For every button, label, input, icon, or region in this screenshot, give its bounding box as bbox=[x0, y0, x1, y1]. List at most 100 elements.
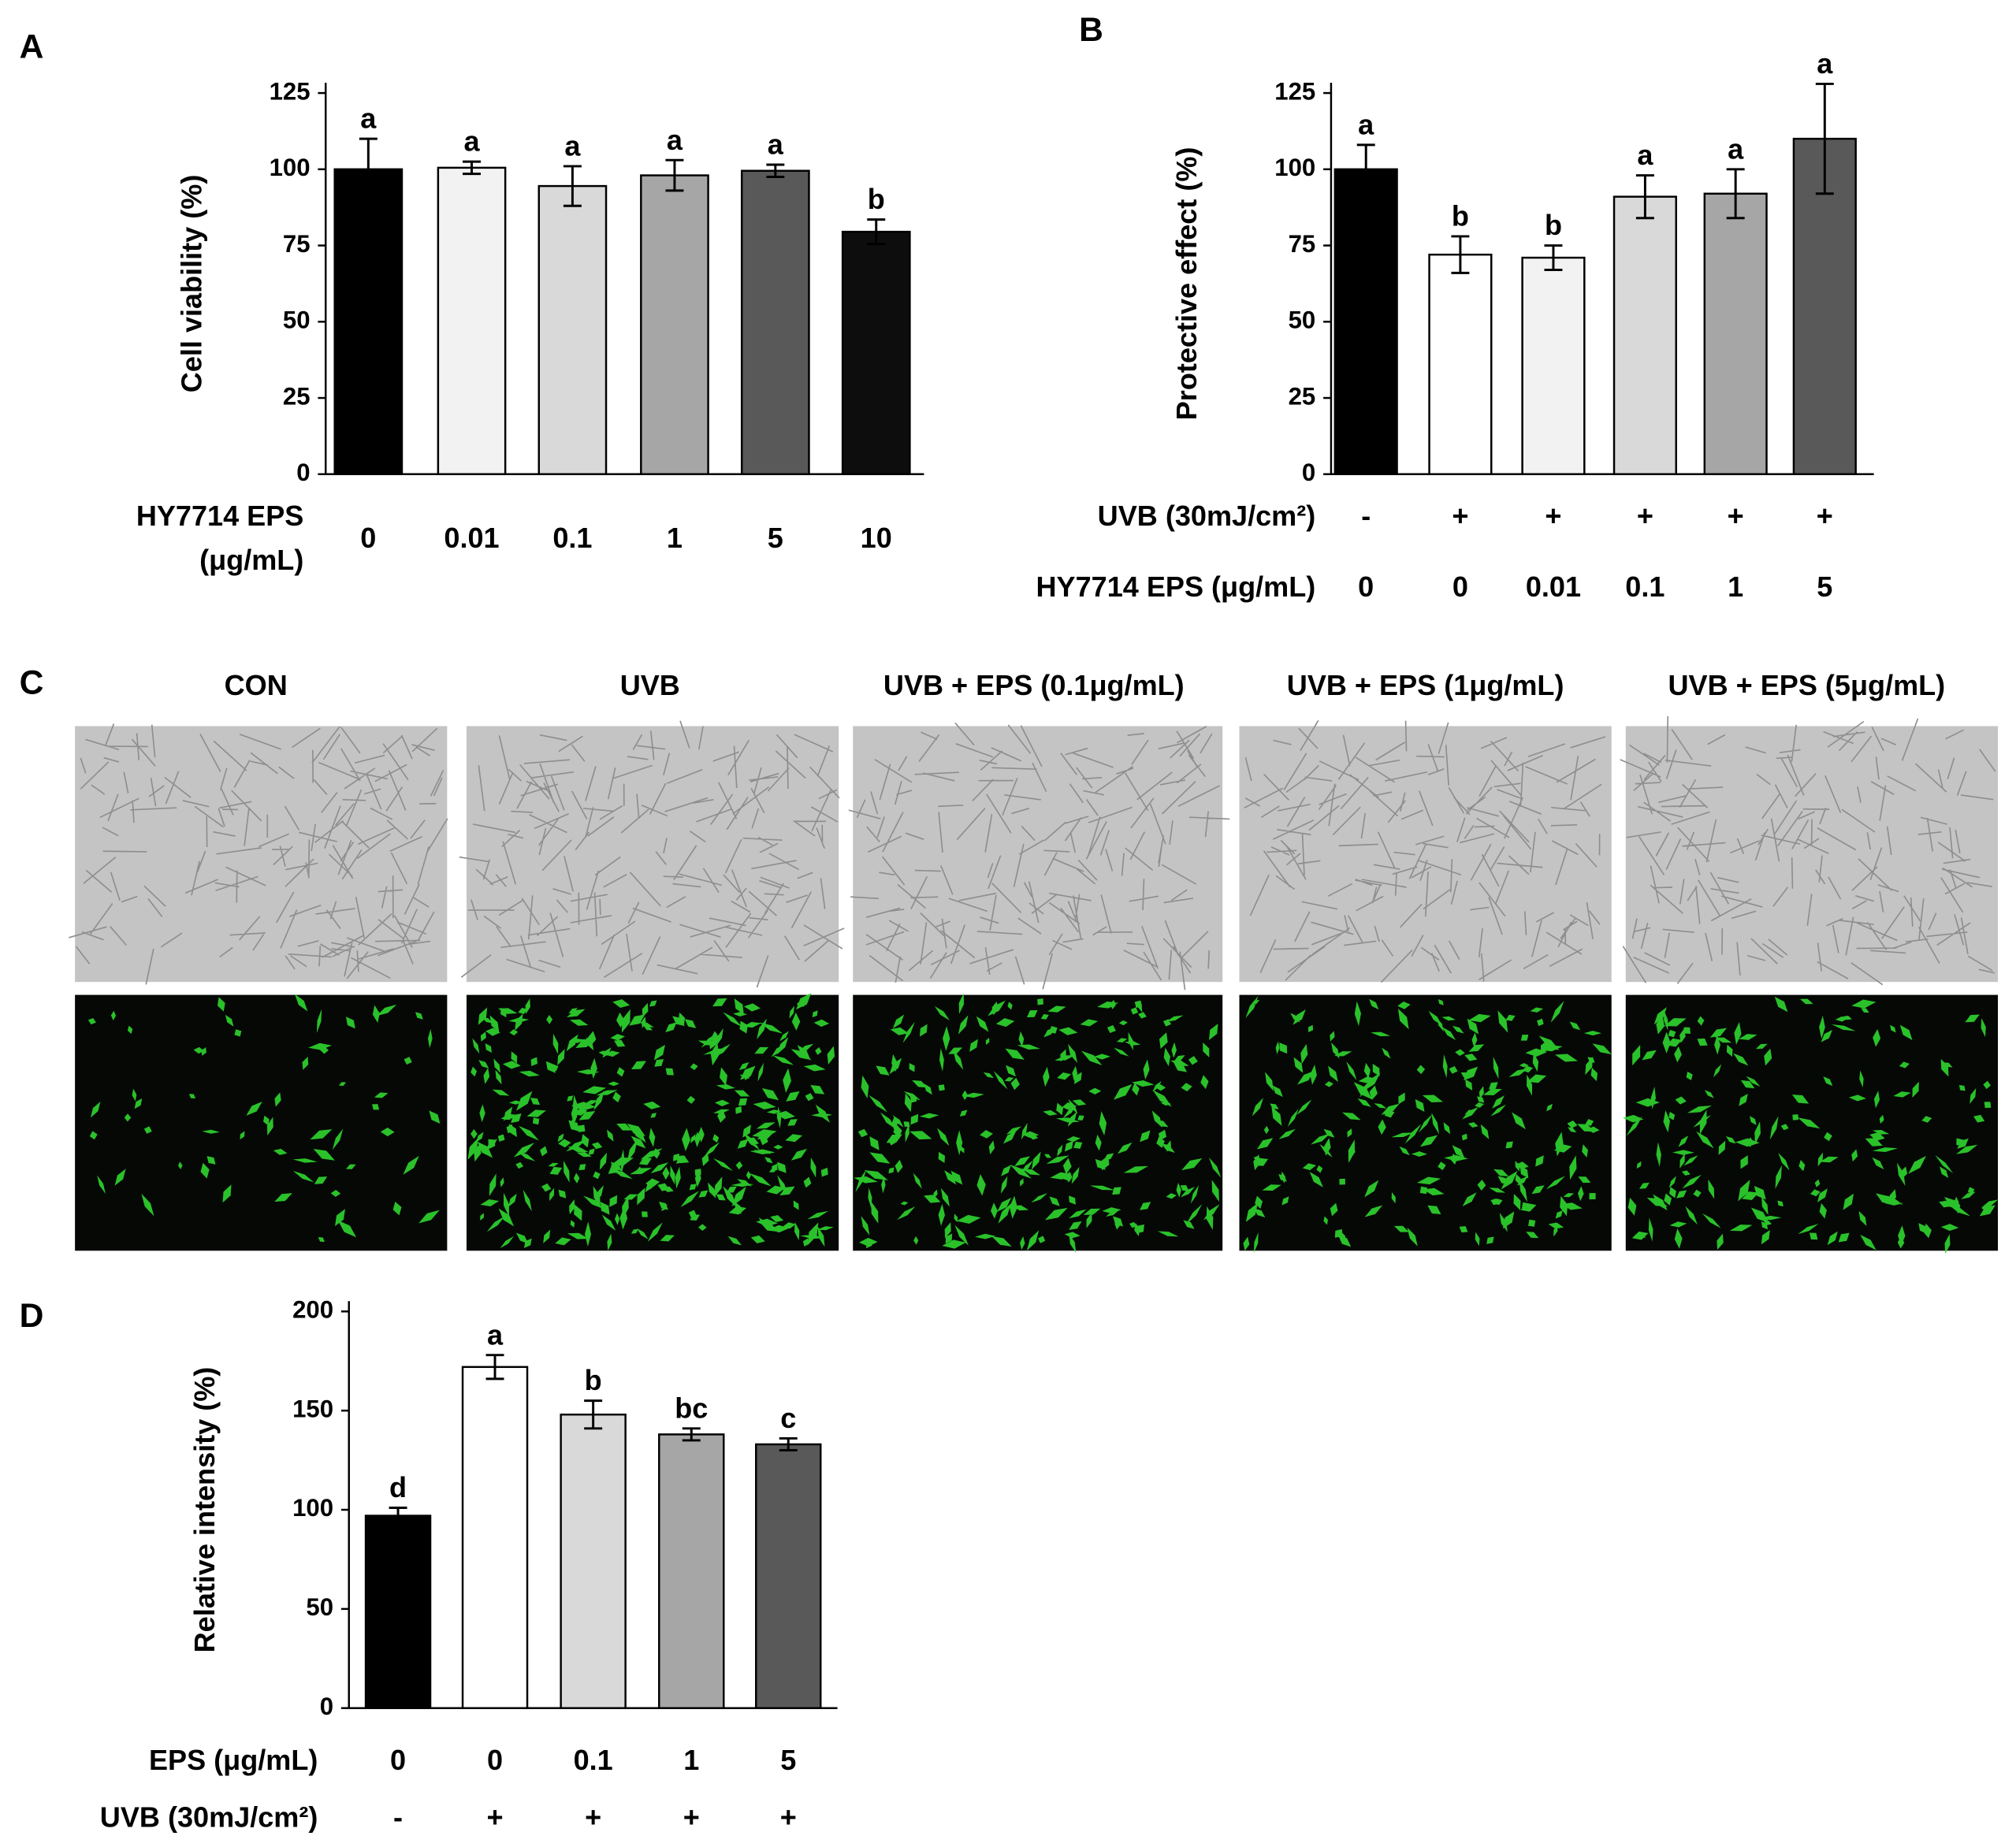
x-tick-label: 5 bbox=[780, 1744, 796, 1776]
cell-outlines bbox=[1620, 715, 1996, 986]
bar bbox=[1703, 192, 1768, 476]
fluorescence-image bbox=[1239, 994, 1612, 1254]
treatment-mark: + bbox=[1637, 500, 1653, 532]
treatment-mark: + bbox=[1452, 500, 1468, 532]
y-tick-label: 0 bbox=[296, 459, 310, 486]
error-bar bbox=[1726, 168, 1745, 220]
significance-label: a bbox=[1637, 139, 1653, 171]
x-tick-label: 0.01 bbox=[444, 522, 499, 554]
error-bar bbox=[1544, 244, 1563, 271]
stained-cells bbox=[87, 994, 441, 1243]
significance-label: b bbox=[868, 183, 885, 215]
x-tick-label: 0 bbox=[1452, 570, 1468, 603]
significance-label: a bbox=[564, 130, 581, 162]
x-axis-label: (μg/mL) bbox=[199, 544, 303, 576]
cell-outlines bbox=[459, 720, 845, 988]
y-tick-label: 75 bbox=[283, 230, 311, 258]
bar bbox=[640, 174, 709, 476]
x-axis-label: HY7714 EPS bbox=[136, 500, 304, 532]
y-tick-label: 25 bbox=[1289, 382, 1316, 410]
x-tick-label: 5 bbox=[768, 522, 783, 554]
bar bbox=[1428, 253, 1493, 476]
image-background bbox=[75, 994, 448, 1251]
significance-label: a bbox=[463, 125, 480, 158]
error-bar bbox=[463, 160, 481, 176]
image-background bbox=[466, 726, 839, 983]
stained-cells bbox=[1623, 996, 1999, 1254]
error-bar bbox=[1451, 235, 1470, 274]
y-tick-label: 25 bbox=[283, 382, 311, 410]
phase-contrast-image bbox=[1620, 715, 1999, 986]
y-tick-label: 125 bbox=[270, 77, 311, 105]
micrograph-title: UVB + EPS (1μg/mL) bbox=[1287, 669, 1564, 701]
x-tick-label: 0.1 bbox=[574, 1744, 613, 1776]
x-tick-label: 0.01 bbox=[1526, 570, 1581, 603]
phase-contrast-image bbox=[459, 720, 845, 988]
y-tick-label: 100 bbox=[270, 154, 311, 181]
y-tick-label: 100 bbox=[292, 1494, 333, 1522]
x-tick-label: 5 bbox=[1817, 570, 1832, 603]
panel-label: B bbox=[1079, 11, 1103, 49]
y-tick-label: 0 bbox=[320, 1693, 333, 1720]
x-tick-label: 1 bbox=[1728, 570, 1743, 603]
image-background bbox=[853, 726, 1223, 983]
treatment-label: UVB (30mJ/cm²) bbox=[100, 1801, 318, 1833]
treatment-mark: + bbox=[780, 1801, 797, 1833]
x-tick-label: 0 bbox=[487, 1744, 503, 1776]
treatment-mark: + bbox=[585, 1801, 601, 1833]
significance-label: b bbox=[585, 1364, 602, 1396]
error-bar bbox=[867, 218, 886, 246]
x-axis-label: HY7714 EPS (μg/mL) bbox=[1036, 570, 1316, 603]
bar bbox=[364, 1514, 432, 1709]
error-bar bbox=[665, 158, 684, 192]
error-bar bbox=[485, 1354, 504, 1381]
significance-label: a bbox=[1728, 132, 1744, 165]
panel-label: A bbox=[20, 28, 44, 66]
bar bbox=[1612, 195, 1677, 476]
bar bbox=[560, 1413, 627, 1709]
treatment-mark: - bbox=[393, 1801, 403, 1833]
panel-label: C bbox=[20, 663, 44, 701]
error-bar bbox=[779, 1436, 798, 1451]
y-axis-label: Relative intensity (%) bbox=[188, 1367, 221, 1653]
image-background bbox=[1625, 726, 1999, 983]
micrograph-title: CON bbox=[225, 669, 288, 701]
x-tick-label: 1 bbox=[667, 522, 683, 554]
error-bar bbox=[389, 1507, 407, 1526]
y-tick-label: 0 bbox=[1302, 459, 1315, 486]
cell-outlines bbox=[1244, 720, 1606, 983]
bar bbox=[461, 1366, 529, 1709]
y-tick-label: 50 bbox=[283, 307, 311, 334]
stained-cells bbox=[467, 993, 835, 1251]
y-tick-label: 200 bbox=[292, 1296, 333, 1324]
fluorescence-image bbox=[1623, 994, 1999, 1254]
significance-label: a bbox=[360, 102, 377, 135]
bar bbox=[537, 184, 608, 476]
phase-contrast-image bbox=[848, 722, 1230, 990]
bar bbox=[740, 169, 810, 476]
x-tick-label: 0 bbox=[360, 522, 376, 554]
significance-label: b bbox=[1545, 209, 1562, 241]
y-tick-label: 50 bbox=[306, 1593, 333, 1621]
y-tick-label: 100 bbox=[1274, 154, 1315, 181]
treatment-label: UVB (30mJ/cm²) bbox=[1098, 500, 1316, 532]
error-bar bbox=[766, 163, 785, 178]
cell-outlines bbox=[848, 722, 1230, 990]
bar bbox=[841, 230, 911, 476]
bar bbox=[658, 1433, 725, 1709]
error-bar bbox=[563, 165, 582, 207]
phase-contrast-image bbox=[1239, 720, 1612, 983]
error-bar bbox=[1635, 174, 1654, 220]
significance-label: bc bbox=[675, 1392, 708, 1424]
treatment-mark: + bbox=[1545, 500, 1561, 532]
significance-label: b bbox=[1452, 200, 1469, 232]
fluorescence-image bbox=[853, 993, 1223, 1254]
x-tick-label: 0 bbox=[1358, 570, 1374, 603]
fluorescence-image bbox=[75, 994, 448, 1251]
x-axis-label: EPS (μg/mL) bbox=[149, 1744, 318, 1776]
x-tick-label: 0 bbox=[390, 1744, 406, 1776]
x-tick-label: 10 bbox=[861, 522, 892, 554]
significance-label: a bbox=[768, 128, 784, 161]
significance-label: a bbox=[1817, 47, 1833, 80]
